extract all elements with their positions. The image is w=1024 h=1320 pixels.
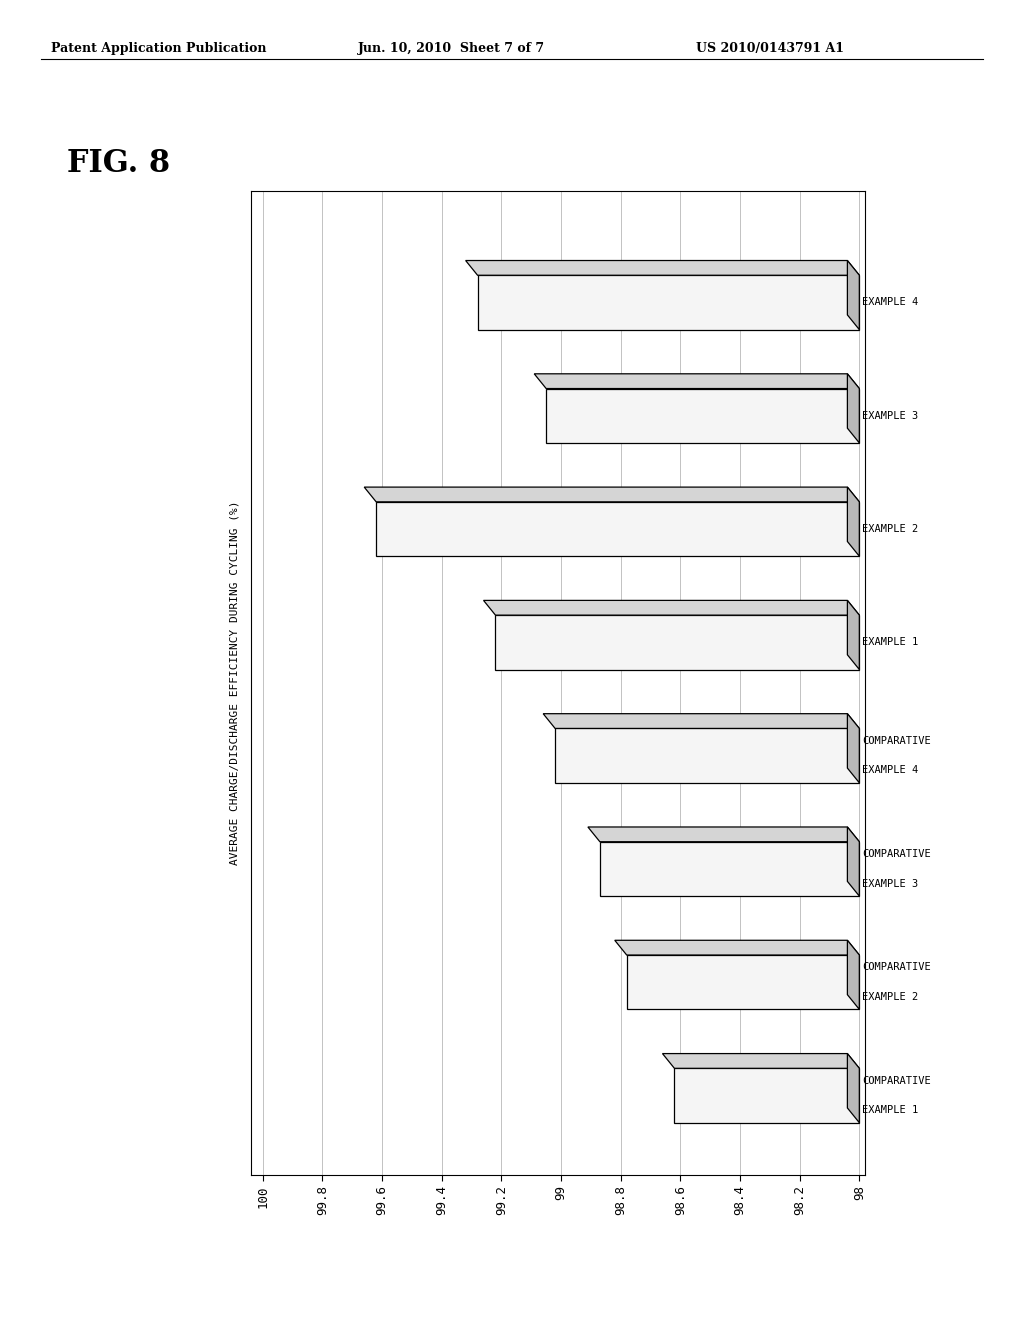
Bar bbox=[600, 842, 859, 896]
Bar bbox=[477, 276, 859, 330]
Polygon shape bbox=[848, 601, 859, 669]
Polygon shape bbox=[848, 714, 859, 783]
Y-axis label: AVERAGE CHARGE/DISCHARGE EFFICIENCY DURING CYCLING (%): AVERAGE CHARGE/DISCHARGE EFFICIENCY DURI… bbox=[229, 500, 240, 866]
Polygon shape bbox=[588, 828, 859, 842]
Bar bbox=[496, 615, 859, 669]
Polygon shape bbox=[543, 714, 859, 729]
Bar bbox=[627, 954, 859, 1010]
Bar bbox=[546, 388, 859, 444]
Text: EXAMPLE 4: EXAMPLE 4 bbox=[862, 766, 919, 775]
Polygon shape bbox=[848, 1053, 859, 1123]
Text: EXAMPLE 1: EXAMPLE 1 bbox=[862, 1105, 919, 1115]
Text: EXAMPLE 3: EXAMPLE 3 bbox=[862, 879, 919, 888]
Text: Patent Application Publication: Patent Application Publication bbox=[51, 42, 266, 55]
Polygon shape bbox=[848, 828, 859, 896]
Polygon shape bbox=[848, 260, 859, 330]
Polygon shape bbox=[466, 260, 859, 276]
Text: COMPARATIVE: COMPARATIVE bbox=[862, 849, 931, 859]
Text: EXAMPLE 4: EXAMPLE 4 bbox=[862, 297, 919, 308]
Text: COMPARATIVE: COMPARATIVE bbox=[862, 1076, 931, 1086]
Text: FIG. 8: FIG. 8 bbox=[67, 148, 170, 178]
Polygon shape bbox=[848, 487, 859, 556]
Text: EXAMPLE 2: EXAMPLE 2 bbox=[862, 991, 919, 1002]
Bar bbox=[555, 729, 859, 783]
Polygon shape bbox=[848, 374, 859, 444]
Text: US 2010/0143791 A1: US 2010/0143791 A1 bbox=[696, 42, 845, 55]
Text: COMPARATIVE: COMPARATIVE bbox=[862, 735, 931, 746]
Polygon shape bbox=[483, 601, 859, 615]
Polygon shape bbox=[535, 374, 859, 388]
Text: EXAMPLE 2: EXAMPLE 2 bbox=[862, 524, 919, 535]
Text: COMPARATIVE: COMPARATIVE bbox=[862, 962, 931, 973]
Polygon shape bbox=[663, 1053, 859, 1068]
Polygon shape bbox=[848, 940, 859, 1010]
Text: EXAMPLE 1: EXAMPLE 1 bbox=[862, 638, 919, 647]
Bar bbox=[675, 1068, 859, 1123]
Bar bbox=[376, 502, 859, 556]
Text: Jun. 10, 2010  Sheet 7 of 7: Jun. 10, 2010 Sheet 7 of 7 bbox=[358, 42, 546, 55]
Polygon shape bbox=[614, 940, 859, 954]
Polygon shape bbox=[365, 487, 859, 502]
Text: EXAMPLE 3: EXAMPLE 3 bbox=[862, 411, 919, 421]
